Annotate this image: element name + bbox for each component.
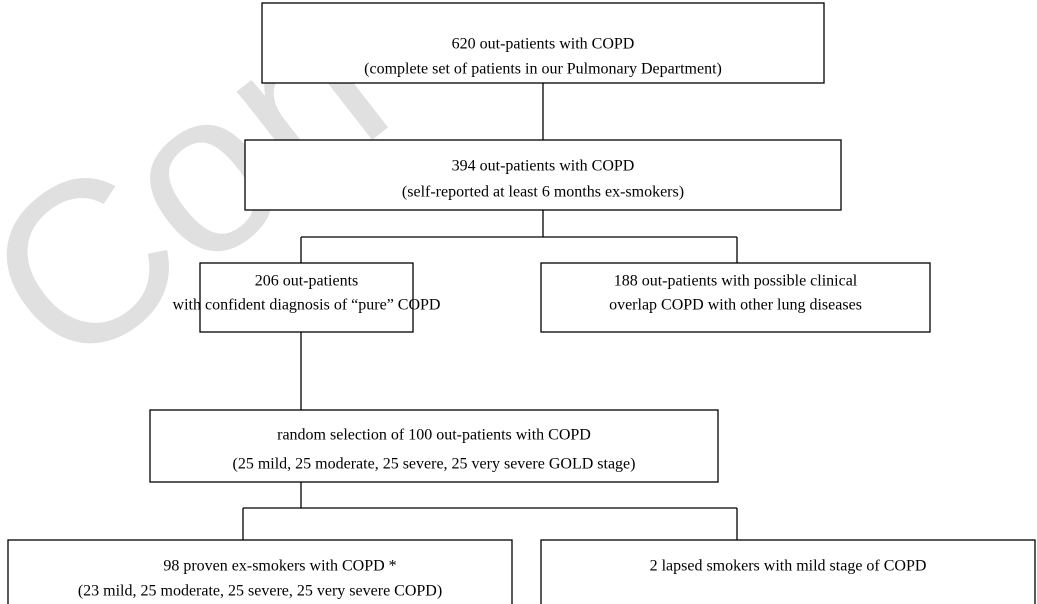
node-label: overlap COPD with other lung diseases xyxy=(609,297,862,314)
node-label: (23 mild, 25 moderate, 25 severe, 25 ver… xyxy=(78,583,442,600)
node-label: 620 out-patients with COPD xyxy=(452,36,635,53)
node-label: 394 out-patients with COPD xyxy=(452,158,635,175)
node-label: 2 lapsed smokers with mild stage of COPD xyxy=(650,558,927,575)
node-box xyxy=(540,539,1036,604)
node-label: with confident diagnosis of “pure” COPD xyxy=(173,297,441,314)
node-label: 206 out-patients xyxy=(255,273,359,290)
node-label: 98 proven ex-smokers with COPD * xyxy=(163,558,396,575)
boxes: 620 out-patients with COPD (complete set … xyxy=(7,2,1036,604)
node-label: 188 out-patients with possible clinical xyxy=(614,273,858,290)
node-box xyxy=(149,409,719,483)
connectors xyxy=(242,83,738,540)
node-box xyxy=(7,539,513,604)
node-box xyxy=(199,262,414,333)
node-box xyxy=(244,139,842,211)
node-label: (complete set of patients in our Pulmona… xyxy=(364,61,722,78)
node-box xyxy=(540,262,931,333)
node-box xyxy=(261,2,825,84)
node-label: random selection of 100 out-patients wit… xyxy=(277,427,591,444)
node-label: (25 mild, 25 moderate, 25 severe, 25 ver… xyxy=(233,456,636,473)
node-label: (self-reported at least 6 months ex-smok… xyxy=(402,184,684,201)
